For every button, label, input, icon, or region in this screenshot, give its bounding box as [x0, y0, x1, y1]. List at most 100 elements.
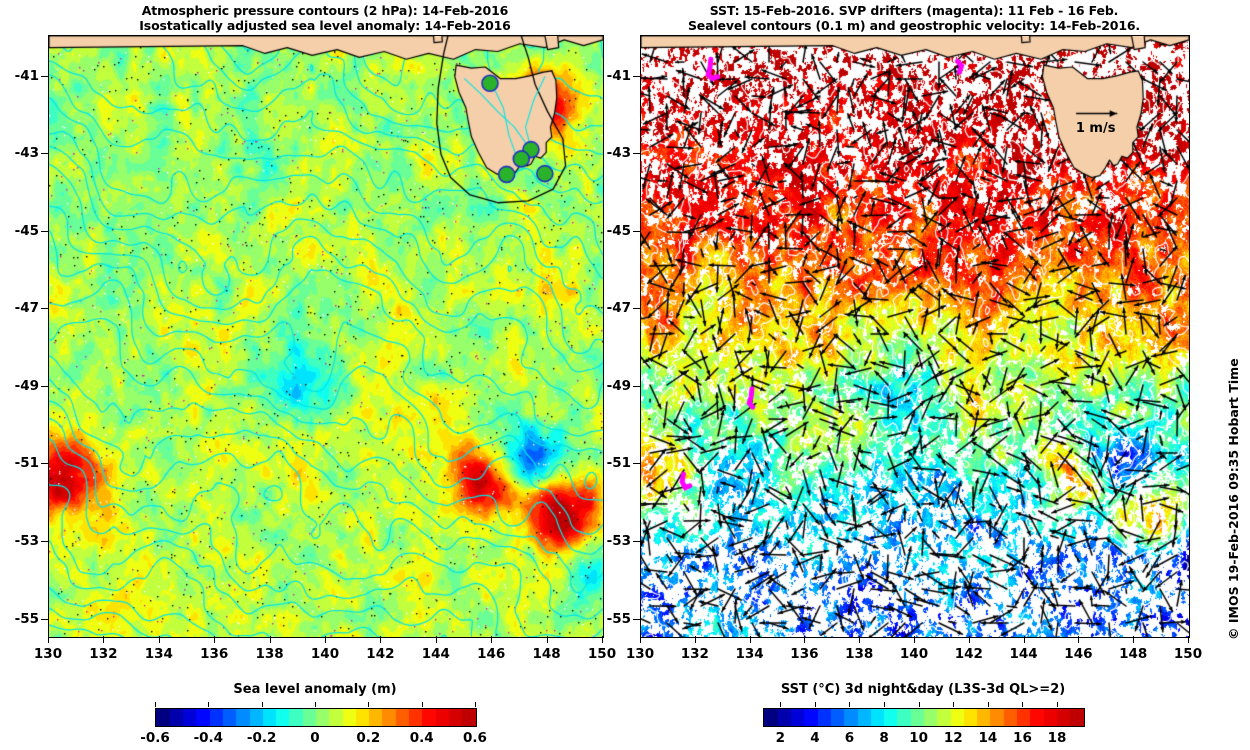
map-panel-sst[interactable]: [640, 35, 1190, 638]
x-tick-label-sst-144: 144: [1009, 646, 1038, 662]
sla-colorbar-tick-3: 0: [310, 730, 320, 746]
x-tick-label-sla-138: 138: [255, 646, 284, 662]
x-tick-label-sla-148: 148: [532, 646, 561, 662]
x-tick-label-sst-142: 142: [954, 646, 983, 662]
sst-colorbar-tick-0: 2: [775, 730, 785, 746]
x-tick-label-sst-146: 146: [1064, 646, 1093, 662]
sst-colorbar[interactable]: [763, 708, 1085, 727]
x-tick-mark: [1133, 636, 1135, 643]
sla-colorbar[interactable]: [155, 708, 477, 727]
x-tick-mark: [546, 636, 548, 643]
x-tick-mark: [491, 636, 493, 643]
x-tick-mark: [48, 636, 49, 643]
map-canvas-sla: [49, 36, 603, 637]
sla-colorbar-tick-2: -0.2: [246, 730, 277, 746]
y-tick-label-sla-49: -49: [14, 377, 39, 394]
sst-colorbar-label: SST (°C) 3d night&day (L3S-3d QL>=2): [780, 682, 1066, 697]
x-tick-mark: [380, 636, 382, 643]
x-tick-mark: [640, 636, 641, 643]
y-tick-mark: [633, 618, 640, 620]
y-tick-label-sla-55: -55: [14, 610, 39, 627]
y-tick-mark: [633, 463, 640, 465]
y-tick-mark: [633, 230, 640, 232]
x-tick-mark: [103, 636, 105, 643]
y-tick-mark: [633, 153, 640, 155]
colorbar-tick-mark: [987, 702, 989, 707]
colorbar-tick-mark: [884, 702, 886, 707]
y-tick-label-sst-45: -45: [606, 222, 631, 239]
map-panel-sla[interactable]: [48, 35, 604, 638]
x-tick-mark: [859, 636, 861, 643]
sla-colorbar-tick-6: 0.6: [463, 730, 487, 746]
y-tick-mark: [41, 463, 48, 465]
y-tick-label-sla-51: -51: [14, 455, 39, 472]
x-tick-mark: [435, 636, 437, 643]
colorbar-tick-mark: [814, 702, 816, 707]
y-tick-mark: [633, 385, 640, 387]
x-tick-mark: [158, 636, 160, 643]
x-tick-mark: [914, 636, 915, 643]
colorbar-tick-mark: [1057, 702, 1059, 707]
sst-colorbar-tick-2: 6: [844, 730, 855, 746]
sla-colorbar-tick-4: 0.2: [356, 730, 381, 746]
x-tick-mark: [214, 636, 216, 643]
y-tick-label-sla-43: -43: [14, 145, 39, 162]
imos-credit: © IMOS 19-Feb-2016 09:35 Hobart Time: [1226, 358, 1241, 640]
map-canvas-sst: [641, 36, 1189, 637]
x-tick-mark: [602, 636, 603, 643]
x-tick-label-sla-142: 142: [366, 646, 395, 662]
y-tick-mark: [41, 618, 48, 620]
sst-colorbar-tick-1: 4: [810, 730, 820, 746]
sst-colorbar-tick-4: 10: [909, 730, 929, 746]
x-tick-label-sst-130: 130: [625, 646, 655, 662]
y-tick-label-sst-53: -53: [606, 533, 631, 549]
colorbar-tick-mark: [780, 702, 782, 707]
x-tick-label-sla-134: 134: [144, 646, 173, 662]
colorbar-tick-mark: [368, 702, 370, 707]
sst-colorbar-tick-5: 12: [943, 730, 963, 746]
velocity-scale-label: 1 m/s: [1075, 120, 1116, 136]
colorbar-tick-mark: [261, 702, 263, 707]
x-tick-mark: [968, 636, 970, 643]
x-tick-label-sla-146: 146: [477, 646, 506, 662]
x-tick-label-sst-134: 134: [735, 646, 764, 662]
x-tick-label-sla-132: 132: [89, 646, 118, 662]
x-tick-mark: [1078, 636, 1080, 643]
sst-colorbar-tick-3: 8: [879, 730, 889, 746]
y-tick-mark: [41, 541, 48, 542]
x-tick-label-sla-144: 144: [421, 646, 450, 662]
x-tick-label-sst-150: 150: [1173, 646, 1203, 662]
x-tick-label-sst-138: 138: [845, 646, 874, 662]
y-tick-label-sst-43: -43: [606, 145, 631, 162]
x-tick-label-sst-136: 136: [790, 646, 819, 662]
colorbar-tick-mark: [475, 702, 476, 707]
y-tick-label-sst-51: -51: [606, 455, 631, 472]
sst-colorbar-tick-7: 16: [1013, 730, 1032, 746]
x-tick-mark: [269, 636, 271, 643]
x-tick-label-sla-130: 130: [33, 646, 63, 662]
y-tick-label-sla-45: -45: [14, 222, 39, 239]
y-tick-label-sla-47: -47: [14, 300, 39, 317]
y-tick-mark: [41, 385, 48, 387]
x-tick-mark: [1188, 636, 1189, 643]
y-tick-mark: [41, 230, 48, 232]
sst-colorbar-gradient: [764, 709, 1084, 726]
sla-colorbar-label: Sea level anomaly (m): [233, 682, 397, 697]
panel-title-sst: SST: 15-Feb-2016. SVP drifters (magenta)…: [687, 3, 1141, 33]
colorbar-tick-mark: [849, 702, 851, 707]
x-tick-label-sst-140: 140: [899, 646, 929, 662]
y-tick-label-sst-41: -41: [606, 67, 631, 84]
y-tick-label-sla-41: -41: [14, 67, 39, 84]
y-tick-mark: [633, 541, 640, 542]
x-tick-mark: [749, 636, 751, 643]
x-tick-mark: [804, 636, 806, 643]
y-tick-label-sst-47: -47: [606, 300, 631, 317]
y-tick-mark: [41, 75, 48, 77]
y-tick-mark: [633, 308, 640, 310]
sla-colorbar-tick-1: -0.4: [193, 730, 224, 746]
y-tick-mark: [41, 153, 48, 155]
x-tick-mark: [694, 636, 696, 643]
sla-colorbar-tick-5: 0.4: [409, 730, 434, 746]
y-tick-mark: [633, 75, 640, 77]
colorbar-tick-mark: [155, 702, 156, 707]
